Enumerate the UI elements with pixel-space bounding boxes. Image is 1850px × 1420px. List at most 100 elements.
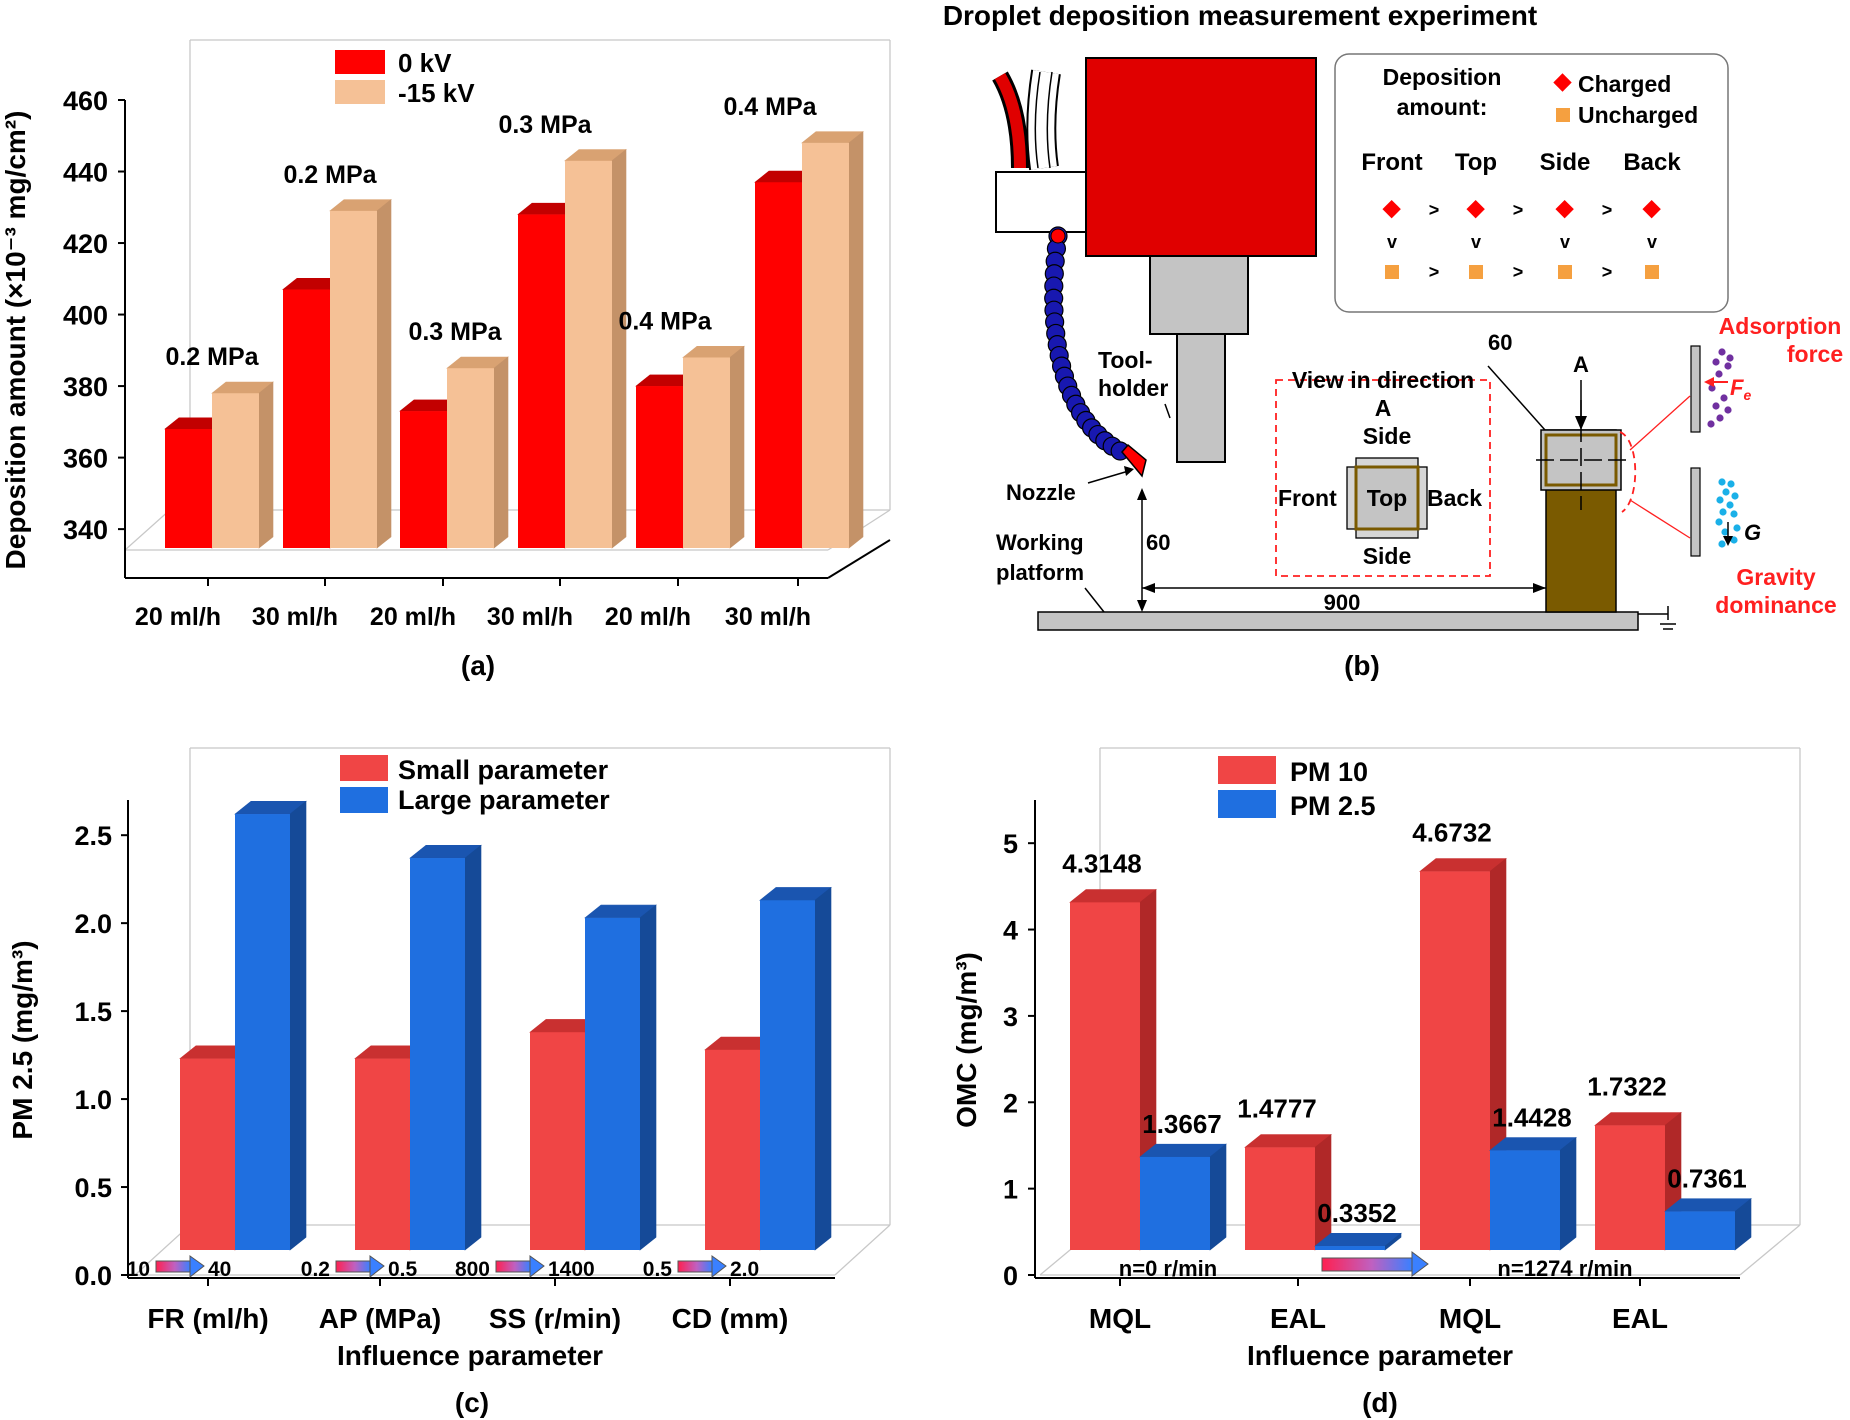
bar-minus15kv (682, 345, 745, 549)
uncharged-droplet (1733, 524, 1741, 532)
adsorption-plate (1690, 345, 1701, 433)
pressure-label: 0.2 MPa (165, 343, 259, 371)
dim-60-vertical: 60 (1146, 530, 1170, 555)
charged-droplet (1726, 354, 1734, 362)
bar-minus15kv (211, 381, 274, 549)
uncharged-label: Uncharged (1578, 102, 1698, 128)
y-tick-label: 440 (63, 158, 108, 188)
charged-marker (1553, 73, 1572, 92)
pressure-label: 0.3 MPa (498, 111, 592, 139)
legend-label-large: Large parameter (398, 785, 610, 815)
bar-large-parameter (409, 844, 482, 1251)
chart-c-x-labels: FR (ml/h) AP (MPa) SS (r/min) CD (mm) (147, 1278, 788, 1334)
value-label-pm25: 1.3667 (1142, 1109, 1222, 1139)
chart-a-pressure-labels: 0.2 MPa 0.2 MPa 0.3 MPa 0.3 MPa 0.4 MPa 0.4 M… (165, 93, 817, 371)
value-label-pm10: 4.3148 (1062, 848, 1142, 878)
charged-droplet (1718, 348, 1726, 356)
legend-swatch-small (340, 755, 388, 781)
x-tick-label: CD (mm) (672, 1303, 789, 1334)
chart-d-caption: (d) (1362, 1387, 1398, 1418)
uncharged-droplet (1718, 478, 1726, 486)
range-gradient-arrow (677, 1260, 713, 1273)
greater-than-sign: > (1602, 200, 1613, 220)
legend-label-pm10: PM 10 (1290, 757, 1368, 787)
bar-pm10 (1069, 888, 1157, 1251)
value-label-pm25: 0.7361 (1667, 1163, 1747, 1193)
y-tick-label: 5 (1003, 829, 1018, 859)
range-label-from: 0.5 (643, 1258, 673, 1281)
chart-c-x-label: Influence parameter (337, 1340, 603, 1371)
uncharged-droplet (1718, 540, 1726, 548)
face-label: Front (1361, 149, 1422, 176)
toolholder (1176, 333, 1226, 463)
x-tick-label: 30 ml/h (725, 603, 811, 631)
face-label: Side (1540, 149, 1591, 176)
x-tick-label: 30 ml/h (487, 603, 573, 631)
y-tick-label: 1.0 (74, 1085, 112, 1115)
chart-a-caption: (a) (461, 650, 495, 681)
deposition-order-grid: Front v > > Top v > > Side v > > Back v (1361, 149, 1681, 282)
chart-d-axes (1034, 800, 1740, 1279)
deposition-title-2: amount: (1397, 94, 1488, 120)
view-side-top: Side (1363, 423, 1412, 449)
nozzle-label: Nozzle (1006, 480, 1076, 505)
x-tick-label: MQL (1439, 1303, 1501, 1334)
spindle-head (1085, 57, 1317, 257)
speed-label-1: n=1274 r/min (1497, 1256, 1632, 1281)
charged-label: Charged (1578, 71, 1671, 97)
view-top-square (1354, 465, 1420, 531)
y-tick-label: 2.0 (74, 909, 112, 939)
view-a-label-1: View in direction (1292, 367, 1474, 393)
less-than-sign: v (1560, 232, 1570, 252)
chart-a-axes (124, 100, 891, 579)
chart-c-caption: (c) (455, 1387, 489, 1418)
uncharged-marker (1385, 265, 1399, 279)
greater-than-sign: > (1513, 262, 1524, 282)
chart-d-legend: PM 10 PM 2.5 (1218, 756, 1376, 821)
uncharged-droplet (1715, 518, 1723, 526)
legend-swatch-pm25 (1218, 790, 1276, 818)
chart-c-y-ticks: 0.0 0.5 1.0 1.5 2.0 2.5 (74, 821, 128, 1291)
toolholder-label-2: holder (1098, 375, 1168, 401)
nozzle-holder-block (995, 171, 1087, 233)
adsorption-label-2: force (1787, 341, 1843, 367)
range-gradient-arrow (155, 1260, 191, 1273)
view-a-label-2: A (1375, 395, 1392, 421)
uncharged-marker (1556, 108, 1570, 122)
bar-minus15kv (446, 356, 509, 549)
y-tick-label: 4 (1003, 916, 1018, 946)
uncharged-droplet (1727, 480, 1735, 488)
gravity-label-1: Gravity (1736, 564, 1815, 590)
bar-pm25 (1314, 1232, 1402, 1251)
face-label: Back (1623, 149, 1681, 176)
range-label-to: 40 (208, 1258, 231, 1281)
range-arrow-group: 10 40 (127, 1255, 231, 1281)
y-tick-label: 400 (63, 301, 108, 331)
uncharged-droplet (1726, 501, 1734, 509)
dim-60-top: 60 (1488, 330, 1512, 355)
charged-droplet (1712, 358, 1720, 366)
uncharged-droplet (1716, 496, 1724, 504)
y-tick-label: 2 (1003, 1088, 1018, 1118)
value-label-pm10: 4.6732 (1412, 817, 1492, 847)
legend-label-small: Small parameter (398, 755, 609, 785)
chart-d-y-label: OMC (mg/m³) (951, 952, 982, 1128)
legend-label-pm25: PM 2.5 (1290, 791, 1376, 821)
chart-d-y-ticks: 0 1 2 3 4 5 (1003, 829, 1035, 1291)
spindle-neck (1149, 255, 1249, 335)
g-label: G (1744, 520, 1761, 545)
deposition-legend-box (1334, 53, 1729, 313)
x-tick-label: 20 ml/h (135, 603, 221, 631)
speed-label-0: n=0 r/min (1119, 1256, 1217, 1281)
uncharged-droplet (1719, 508, 1727, 516)
x-tick-label: EAL (1270, 1303, 1326, 1334)
diagram-b-caption: (b) (1344, 650, 1380, 681)
uncharged-marker (1558, 265, 1572, 279)
chart-a-x-labels: 20 ml/h 30 ml/h 20 ml/h 30 ml/h 20 ml/h 30 ml… (135, 578, 811, 631)
deposition-title-1: Deposition (1383, 64, 1502, 90)
range-label-from: 800 (455, 1258, 490, 1281)
y-tick-label: 0.5 (74, 1173, 112, 1203)
legend-swatch-large (340, 787, 388, 813)
x-tick-label: FR (ml/h) (147, 1303, 268, 1334)
charged-droplet (1720, 394, 1728, 402)
